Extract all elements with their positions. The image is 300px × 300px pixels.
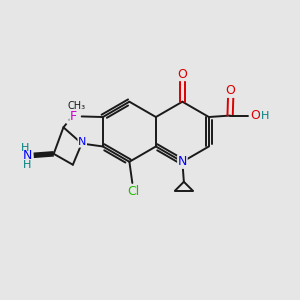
Text: O: O <box>250 109 260 122</box>
Text: N: N <box>178 155 187 168</box>
Text: H: H <box>261 110 270 121</box>
Text: O: O <box>178 68 187 80</box>
Text: CH₃: CH₃ <box>68 101 86 111</box>
Text: H: H <box>23 160 32 170</box>
Text: O: O <box>226 84 236 97</box>
Text: Cl: Cl <box>128 185 140 198</box>
Text: N: N <box>22 149 32 162</box>
Text: F: F <box>70 110 77 123</box>
Text: N: N <box>78 137 86 147</box>
Text: H: H <box>21 143 29 153</box>
